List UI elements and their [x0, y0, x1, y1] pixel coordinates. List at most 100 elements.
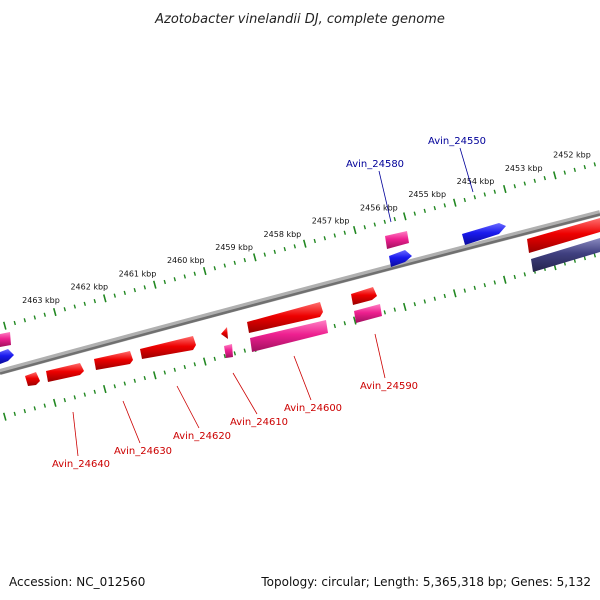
scale-tick: [202, 357, 207, 366]
scale-tick: [383, 310, 387, 315]
gene-label-avin-24550[interactable]: Avin_24550: [428, 136, 486, 147]
gene-labels: Avin_24550 Avin_24580 Avin_24590 Avin_24…: [52, 136, 486, 470]
gene-avin-24600[interactable]: [250, 320, 328, 352]
scale-tick: [413, 302, 417, 307]
scale-tick: [293, 244, 297, 249]
gene-avin-24590[interactable]: [354, 304, 382, 323]
scale-tick: [583, 255, 586, 261]
scale-tick: [423, 299, 426, 304]
scale-tick: [523, 181, 527, 186]
gene-avin-24610[interactable]: [224, 344, 233, 358]
scale-tick: [13, 320, 17, 326]
scale-label-2454: 2454 kbp: [457, 177, 495, 186]
scale-tick: [593, 253, 596, 258]
gene-feature-right-red[interactable]: [527, 218, 600, 253]
callout-avin-24610: [232, 372, 258, 415]
scale-label-2452: 2452 kbp: [553, 151, 591, 160]
genome-summary: Topology: circular; Length: 5,365,318 bp…: [260, 575, 591, 589]
genome-title: Azotobacter vinelandii DJ, complete geno…: [154, 12, 445, 27]
callout-avin-24590: [374, 333, 386, 379]
scale-tick: [83, 392, 87, 397]
gene-label-avin-24580[interactable]: Avin_24580: [346, 159, 404, 170]
genome-backbone-shade: [0, 213, 600, 375]
scale-tick: [463, 288, 466, 293]
scale-tick: [163, 370, 167, 375]
scale-tick: [302, 239, 307, 248]
gene-label-avin-24630[interactable]: Avin_24630: [114, 446, 172, 457]
scale-tick: [102, 384, 107, 394]
scale-tick: [2, 321, 7, 330]
scale-tick: [173, 277, 177, 282]
scale-tick: [452, 289, 457, 298]
scale-label-2458: 2458 kbp: [264, 230, 302, 239]
scale-tick: [43, 403, 47, 408]
scale-tick: [493, 280, 496, 285]
scale-tick: [283, 247, 287, 252]
scale-tick: [43, 312, 47, 317]
scale-tick: [73, 304, 77, 309]
outer-scale-ticks: [2, 162, 597, 330]
scale-tick: [473, 195, 477, 200]
gene-label-avin-24610[interactable]: Avin_24610: [230, 417, 288, 428]
gene-avin-24590-red[interactable]: [351, 287, 377, 305]
scale-tick: [363, 225, 367, 230]
gene-label-avin-24590[interactable]: Avin_24590: [360, 381, 418, 392]
gene-label-avin-24600[interactable]: Avin_24600: [284, 403, 342, 414]
gene-avin-24630[interactable]: [94, 351, 133, 370]
scale-tick: [133, 378, 137, 383]
gene-avin-24550[interactable]: [462, 223, 506, 245]
gene-feature-left-pink[interactable]: [0, 332, 11, 347]
scale-tick: [52, 307, 57, 317]
callout-avin-24600: [293, 355, 312, 401]
scale-tick: [183, 364, 187, 370]
scale-tick: [23, 318, 27, 323]
scale-tick: [183, 274, 187, 279]
callout-avin-24550: [459, 147, 474, 193]
gene-avin-24600-red[interactable]: [247, 302, 323, 333]
scale-tick: [2, 412, 7, 421]
scale-tick: [133, 288, 137, 293]
scale-tick: [593, 162, 597, 167]
gene-avin-24640[interactable]: [46, 363, 84, 382]
scale-tick: [152, 280, 157, 289]
scale-tick: [202, 266, 207, 276]
scale-tick: [243, 257, 247, 263]
scale-tick: [483, 283, 486, 288]
scale-tick: [83, 301, 87, 306]
gene-feature-right-navy[interactable]: [531, 238, 600, 272]
callout-avin-24620: [176, 385, 200, 429]
scale-tick: [333, 233, 337, 238]
scale-tick: [252, 253, 257, 262]
gene-avin-24610-red[interactable]: [221, 327, 228, 339]
gene-label-avin-24620[interactable]: Avin_24620: [173, 431, 231, 442]
scale-tick: [443, 293, 446, 299]
gene-avin-24580-pink[interactable]: [385, 231, 409, 249]
gene-callouts: [72, 147, 474, 457]
gene-features: [0, 218, 600, 386]
scale-tick: [483, 192, 487, 197]
scale-label-2455: 2455 kbp: [408, 190, 446, 199]
scale-tick: [33, 315, 37, 320]
scale-tick: [33, 406, 37, 411]
scale-tick: [333, 323, 337, 329]
scale-tick: [143, 285, 147, 290]
scale-tick: [152, 371, 157, 380]
gene-feature-left-blue[interactable]: [0, 349, 14, 364]
gene-label-avin-24640[interactable]: Avin_24640: [52, 459, 110, 470]
scale-tick: [552, 171, 557, 180]
scale-tick: [543, 175, 547, 181]
gene-feature-small-red[interactable]: [25, 372, 40, 386]
scale-tick: [493, 189, 497, 194]
scale-tick: [352, 225, 357, 235]
gene-avin-24620[interactable]: [140, 336, 196, 359]
scale-tick: [223, 263, 227, 268]
genome-backbone: [0, 210, 600, 375]
scale-tick: [443, 203, 447, 208]
scale-tick: [193, 362, 197, 367]
scale-label-2460: 2460 kbp: [167, 256, 205, 265]
gene-avin-24580[interactable]: [389, 250, 412, 267]
scale-tick: [233, 260, 237, 265]
scale-tick: [393, 216, 397, 222]
scale-tick: [452, 198, 457, 207]
